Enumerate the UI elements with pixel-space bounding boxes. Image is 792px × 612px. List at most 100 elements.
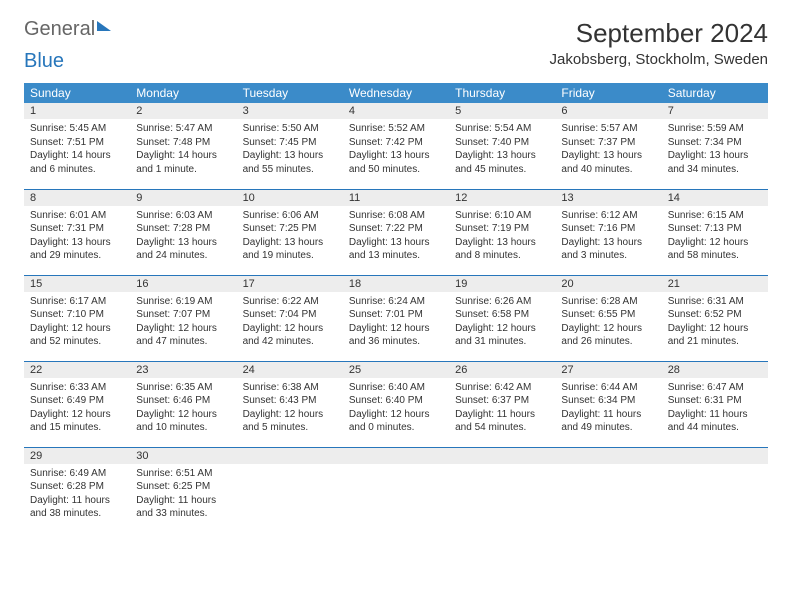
calendar-day-cell: 29Sunrise: 6:49 AMSunset: 6:28 PMDayligh…	[24, 447, 130, 533]
sunrise-line: Sunrise: 6:38 AM	[243, 381, 337, 395]
daylight-line: Daylight: 12 hours and 21 minutes.	[668, 322, 762, 349]
calendar-day-cell: 4Sunrise: 5:52 AMSunset: 7:42 PMDaylight…	[343, 103, 449, 189]
calendar-week-row: 8Sunrise: 6:01 AMSunset: 7:31 PMDaylight…	[24, 189, 768, 275]
day-number: 30	[130, 448, 236, 464]
calendar-day-cell: 26Sunrise: 6:42 AMSunset: 6:37 PMDayligh…	[449, 361, 555, 447]
daylight-line: Daylight: 13 hours and 13 minutes.	[349, 236, 443, 263]
day-detail: Sunrise: 6:06 AMSunset: 7:25 PMDaylight:…	[237, 206, 343, 268]
calendar-week-row: 22Sunrise: 6:33 AMSunset: 6:49 PMDayligh…	[24, 361, 768, 447]
daylight-line: Daylight: 11 hours and 54 minutes.	[455, 408, 549, 435]
sunrise-line: Sunrise: 6:51 AM	[136, 467, 230, 481]
daylight-line: Daylight: 12 hours and 31 minutes.	[455, 322, 549, 349]
day-detail: Sunrise: 6:49 AMSunset: 6:28 PMDaylight:…	[24, 464, 130, 526]
day-detail: Sunrise: 6:22 AMSunset: 7:04 PMDaylight:…	[237, 292, 343, 354]
day-header: Friday	[555, 83, 661, 103]
day-detail: Sunrise: 6:10 AMSunset: 7:19 PMDaylight:…	[449, 206, 555, 268]
calendar-day-cell	[237, 447, 343, 533]
day-number: 18	[343, 276, 449, 292]
calendar-body: 1Sunrise: 5:45 AMSunset: 7:51 PMDaylight…	[24, 103, 768, 533]
calendar-day-cell: 18Sunrise: 6:24 AMSunset: 7:01 PMDayligh…	[343, 275, 449, 361]
sunrise-line: Sunrise: 6:31 AM	[668, 295, 762, 309]
calendar-day-cell: 23Sunrise: 6:35 AMSunset: 6:46 PMDayligh…	[130, 361, 236, 447]
daylight-line: Daylight: 11 hours and 33 minutes.	[136, 494, 230, 521]
day-detail: Sunrise: 5:59 AMSunset: 7:34 PMDaylight:…	[662, 119, 768, 181]
sunset-line: Sunset: 7:31 PM	[30, 222, 124, 236]
calendar-day-cell: 11Sunrise: 6:08 AMSunset: 7:22 PMDayligh…	[343, 189, 449, 275]
daylight-line: Daylight: 13 hours and 29 minutes.	[30, 236, 124, 263]
daylight-line: Daylight: 13 hours and 34 minutes.	[668, 149, 762, 176]
sunset-line: Sunset: 6:55 PM	[561, 308, 655, 322]
sunset-line: Sunset: 6:43 PM	[243, 394, 337, 408]
daylight-line: Daylight: 12 hours and 26 minutes.	[561, 322, 655, 349]
logo-triangle-icon	[97, 21, 111, 31]
logo-text-general: General	[24, 18, 95, 41]
day-detail: Sunrise: 6:35 AMSunset: 6:46 PMDaylight:…	[130, 378, 236, 440]
sunrise-line: Sunrise: 5:45 AM	[30, 122, 124, 136]
day-detail: Sunrise: 5:50 AMSunset: 7:45 PMDaylight:…	[237, 119, 343, 181]
calendar-day-cell: 28Sunrise: 6:47 AMSunset: 6:31 PMDayligh…	[662, 361, 768, 447]
daylight-line: Daylight: 13 hours and 24 minutes.	[136, 236, 230, 263]
sunset-line: Sunset: 7:13 PM	[668, 222, 762, 236]
day-number: 29	[24, 448, 130, 464]
calendar-day-cell: 6Sunrise: 5:57 AMSunset: 7:37 PMDaylight…	[555, 103, 661, 189]
day-number: 24	[237, 362, 343, 378]
day-detail: Sunrise: 6:38 AMSunset: 6:43 PMDaylight:…	[237, 378, 343, 440]
day-detail: Sunrise: 6:19 AMSunset: 7:07 PMDaylight:…	[130, 292, 236, 354]
location-text: Jakobsberg, Stockholm, Sweden	[550, 51, 768, 68]
day-number: 8	[24, 190, 130, 206]
sunset-line: Sunset: 6:34 PM	[561, 394, 655, 408]
daylight-line: Daylight: 12 hours and 36 minutes.	[349, 322, 443, 349]
sunrise-line: Sunrise: 6:19 AM	[136, 295, 230, 309]
sunrise-line: Sunrise: 6:40 AM	[349, 381, 443, 395]
calendar-day-cell: 20Sunrise: 6:28 AMSunset: 6:55 PMDayligh…	[555, 275, 661, 361]
day-detail: Sunrise: 5:57 AMSunset: 7:37 PMDaylight:…	[555, 119, 661, 181]
sunset-line: Sunset: 7:10 PM	[30, 308, 124, 322]
day-header: Thursday	[449, 83, 555, 103]
calendar-day-cell: 16Sunrise: 6:19 AMSunset: 7:07 PMDayligh…	[130, 275, 236, 361]
sunrise-line: Sunrise: 5:52 AM	[349, 122, 443, 136]
daylight-line: Daylight: 13 hours and 19 minutes.	[243, 236, 337, 263]
day-header: Tuesday	[237, 83, 343, 103]
day-detail: Sunrise: 6:47 AMSunset: 6:31 PMDaylight:…	[662, 378, 768, 440]
sunrise-line: Sunrise: 6:08 AM	[349, 209, 443, 223]
day-number: 10	[237, 190, 343, 206]
day-number: 13	[555, 190, 661, 206]
day-number: 25	[343, 362, 449, 378]
day-number: 9	[130, 190, 236, 206]
day-number: 7	[662, 103, 768, 119]
sunrise-line: Sunrise: 6:10 AM	[455, 209, 549, 223]
daylight-line: Daylight: 11 hours and 49 minutes.	[561, 408, 655, 435]
day-detail: Sunrise: 6:01 AMSunset: 7:31 PMDaylight:…	[24, 206, 130, 268]
sunrise-line: Sunrise: 6:06 AM	[243, 209, 337, 223]
sunrise-line: Sunrise: 6:26 AM	[455, 295, 549, 309]
sunrise-line: Sunrise: 5:50 AM	[243, 122, 337, 136]
daylight-line: Daylight: 12 hours and 0 minutes.	[349, 408, 443, 435]
day-header: Monday	[130, 83, 236, 103]
calendar-day-cell: 12Sunrise: 6:10 AMSunset: 7:19 PMDayligh…	[449, 189, 555, 275]
day-detail: Sunrise: 6:08 AMSunset: 7:22 PMDaylight:…	[343, 206, 449, 268]
day-number: 22	[24, 362, 130, 378]
sunrise-line: Sunrise: 5:54 AM	[455, 122, 549, 136]
calendar-day-cell: 2Sunrise: 5:47 AMSunset: 7:48 PMDaylight…	[130, 103, 236, 189]
sunset-line: Sunset: 6:31 PM	[668, 394, 762, 408]
day-header: Sunday	[24, 83, 130, 103]
calendar-day-cell: 10Sunrise: 6:06 AMSunset: 7:25 PMDayligh…	[237, 189, 343, 275]
sunrise-line: Sunrise: 6:17 AM	[30, 295, 124, 309]
sunset-line: Sunset: 7:34 PM	[668, 136, 762, 150]
day-detail: Sunrise: 6:51 AMSunset: 6:25 PMDaylight:…	[130, 464, 236, 526]
sunset-line: Sunset: 7:40 PM	[455, 136, 549, 150]
calendar-day-cell: 24Sunrise: 6:38 AMSunset: 6:43 PMDayligh…	[237, 361, 343, 447]
daylight-line: Daylight: 14 hours and 6 minutes.	[30, 149, 124, 176]
daylight-line: Daylight: 11 hours and 44 minutes.	[668, 408, 762, 435]
sunrise-line: Sunrise: 6:12 AM	[561, 209, 655, 223]
daylight-line: Daylight: 12 hours and 52 minutes.	[30, 322, 124, 349]
calendar-week-row: 29Sunrise: 6:49 AMSunset: 6:28 PMDayligh…	[24, 447, 768, 533]
daylight-line: Daylight: 14 hours and 1 minute.	[136, 149, 230, 176]
day-number: 11	[343, 190, 449, 206]
sunset-line: Sunset: 7:45 PM	[243, 136, 337, 150]
calendar-week-row: 15Sunrise: 6:17 AMSunset: 7:10 PMDayligh…	[24, 275, 768, 361]
calendar-day-cell	[662, 447, 768, 533]
calendar-day-cell: 27Sunrise: 6:44 AMSunset: 6:34 PMDayligh…	[555, 361, 661, 447]
day-detail: Sunrise: 6:15 AMSunset: 7:13 PMDaylight:…	[662, 206, 768, 268]
day-detail: Sunrise: 5:45 AMSunset: 7:51 PMDaylight:…	[24, 119, 130, 181]
